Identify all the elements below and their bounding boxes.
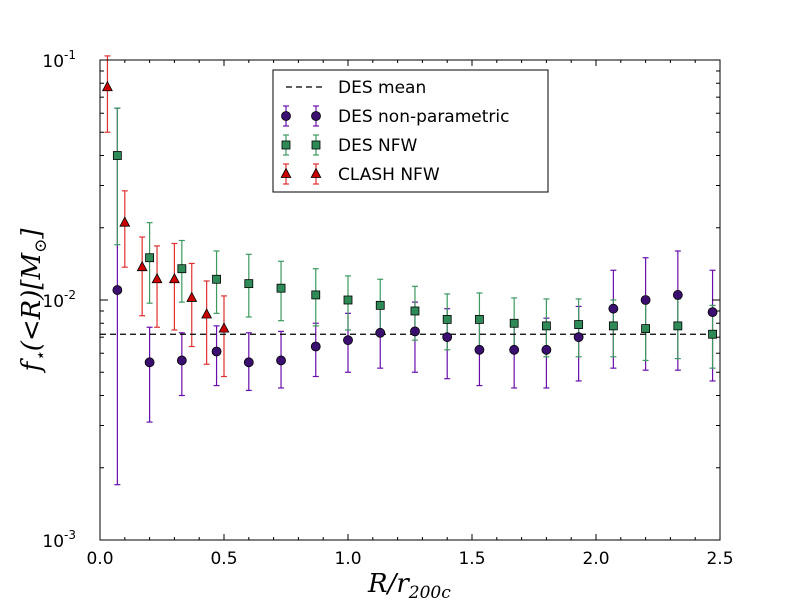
clash-nfw-point <box>201 308 213 319</box>
clash-nfw-point <box>136 260 148 272</box>
des-nfw-point <box>112 151 122 160</box>
des-nfw-point <box>509 318 519 328</box>
des-nfw-point <box>375 300 385 310</box>
svg-text:R/r200c: R/r200c <box>367 569 451 600</box>
des-non-parametric-legend-marker <box>281 111 291 121</box>
legend-entry-des-non-parametric: DES non-parametric <box>281 105 509 127</box>
des-nfw-point <box>673 321 683 331</box>
des-nfw-point <box>276 283 286 293</box>
des-nfw-legend-marker <box>311 140 321 150</box>
x-tick-label: 2.0 <box>582 549 609 569</box>
des-non-parametric-point <box>176 355 187 366</box>
des-nfw-point <box>311 290 321 300</box>
x-tick-label: 1.5 <box>458 549 485 569</box>
legend-label-des-nfw: DES NFW <box>338 136 418 156</box>
legend-label-des-non-parametric: DES non-parametric <box>338 107 509 127</box>
x-tick-label: 0.0 <box>86 549 113 569</box>
clash-nfw-legend-marker <box>310 167 322 178</box>
des-nfw-point <box>542 321 551 331</box>
clash-nfw-point <box>186 291 198 302</box>
des-non-parametric-point <box>343 335 353 346</box>
des-non-parametric-point <box>672 290 683 300</box>
markers-layer <box>101 80 718 368</box>
des-non-parametric-legend-marker <box>311 111 321 121</box>
des-nfw-point <box>442 315 452 324</box>
des-nfw-point <box>708 329 717 339</box>
legend-label-clash-nfw: CLASH NFW <box>338 165 440 185</box>
des-nfw-point <box>608 321 618 331</box>
svg-text:f⋆(<R)[M⊙]: f⋆(<R)[M⊙] <box>17 228 51 374</box>
des-nfw-legend-marker <box>281 140 291 150</box>
des-non-parametric-point <box>573 332 584 343</box>
clash-nfw-point <box>168 272 180 284</box>
des-non-parametric-point <box>509 344 520 355</box>
des-nfw-point <box>212 274 221 284</box>
legend-label-des-mean: DES mean <box>338 78 426 98</box>
des-nfw-point <box>177 264 187 274</box>
clash-nfw-point <box>119 216 131 227</box>
des-non-parametric-point <box>541 344 552 355</box>
y-tick-label: 10-1 <box>42 48 76 72</box>
des-nfw-point <box>475 315 484 324</box>
y-tick-label: 10-3 <box>42 528 76 552</box>
legend-entry-des-mean: DES mean <box>286 78 426 98</box>
des-nfw-point <box>244 279 254 289</box>
des-non-parametric-point <box>608 303 619 314</box>
des-nfw-point <box>145 253 155 263</box>
des-nfw-point <box>574 320 584 329</box>
des-nfw-point <box>641 324 650 334</box>
clash-nfw-point <box>218 322 230 333</box>
des-non-parametric-point <box>112 285 123 295</box>
des-non-parametric-point <box>410 326 420 337</box>
des-nfw-point <box>410 306 420 316</box>
des-non-parametric-point <box>474 344 485 355</box>
y-axis-title: f⋆(<R)[M⊙] <box>17 228 51 374</box>
x-tick-label: 1.0 <box>334 549 361 569</box>
clash-nfw-point <box>101 80 113 92</box>
legend-box <box>272 69 549 193</box>
des-non-parametric-point <box>442 332 453 343</box>
des-non-parametric-point <box>707 307 718 318</box>
x-axis-title: R/r200c <box>367 569 451 600</box>
x-tick-label: 0.5 <box>210 549 237 569</box>
x-tick-label: 2.5 <box>706 549 733 569</box>
des-non-parametric-point <box>310 341 321 352</box>
x-axis-ticks: 0.0 0.5 1.0 1.5 2.0 2.5 <box>86 60 734 569</box>
legend: DES mean DES non-parametric DES NFW CLAS… <box>272 69 549 193</box>
des-non-parametric-point <box>640 295 651 305</box>
des-non-parametric-point <box>243 357 254 368</box>
des-non-parametric-point <box>276 355 286 366</box>
clash-nfw-point <box>151 272 163 284</box>
y-axis-ticks: 10-3 10-2 10-1 <box>42 48 720 552</box>
clash-nfw-legend-marker <box>280 167 292 178</box>
legend-entry-clash-nfw: CLASH NFW <box>280 163 440 185</box>
des-non-parametric-point <box>211 346 222 357</box>
des-nfw-point <box>343 295 353 305</box>
legend-entry-des-nfw: DES NFW <box>281 134 418 156</box>
des-non-parametric-point <box>375 327 386 338</box>
des-non-parametric-point <box>144 357 155 368</box>
y-tick-label: 10-2 <box>42 288 76 312</box>
